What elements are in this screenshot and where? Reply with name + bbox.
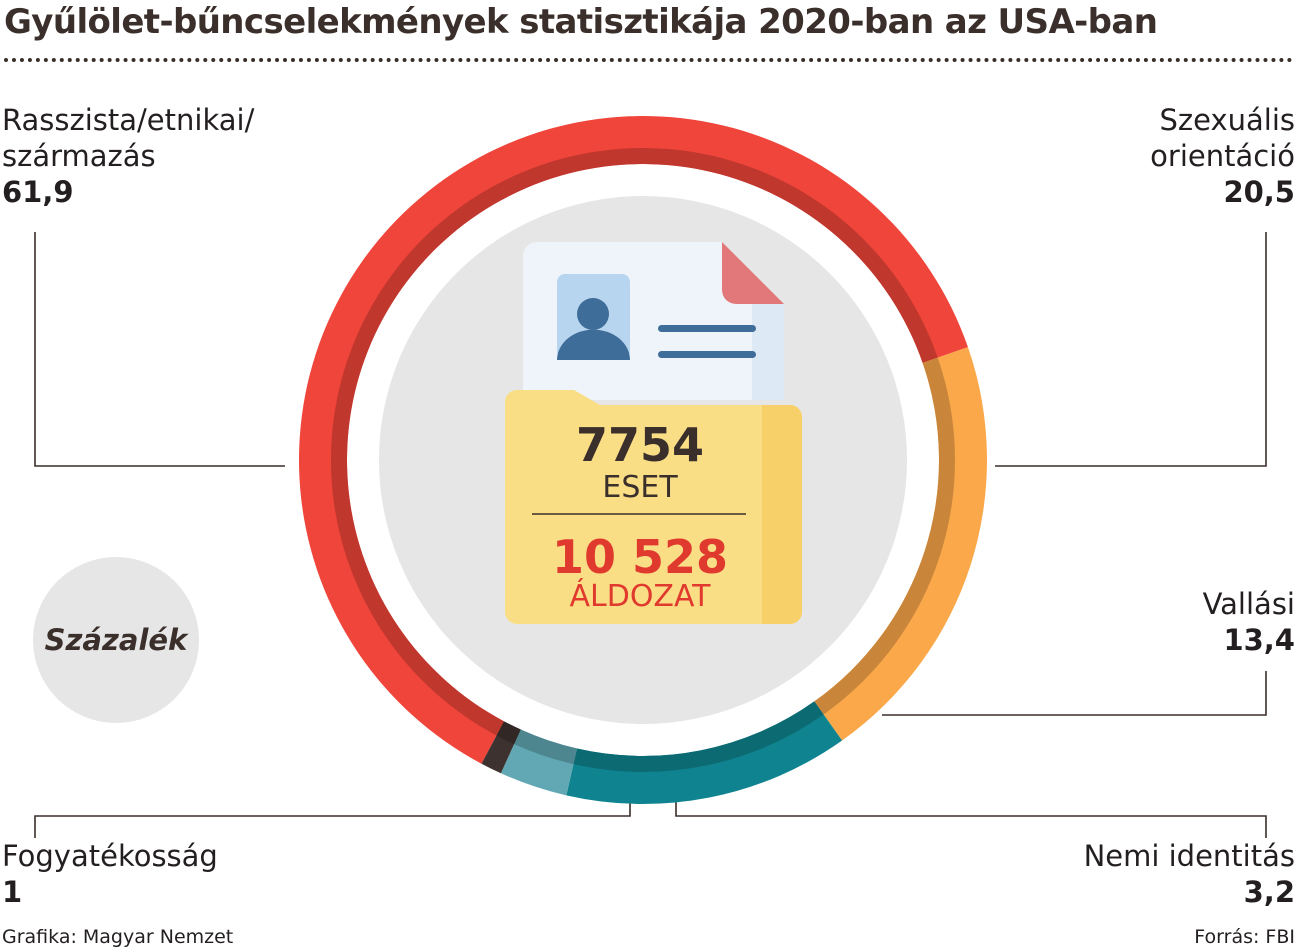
label-text-1-0: Szexuális bbox=[1159, 103, 1296, 137]
cases-value: 7754 bbox=[575, 418, 705, 472]
slice-shade-4 bbox=[496, 721, 521, 745]
document-folder-icon bbox=[505, 242, 802, 624]
slice-shade-1 bbox=[814, 357, 955, 715]
cases-label: ESET bbox=[602, 470, 678, 505]
leader-line-3 bbox=[675, 798, 1267, 838]
slice-shade-3 bbox=[514, 729, 578, 765]
label-text-3-0: Nemi identitás bbox=[1083, 839, 1295, 873]
credit-text: Grafika: Magyar Nemzet bbox=[2, 926, 234, 948]
leader-line-1 bbox=[995, 232, 1267, 467]
label-text-4-0: Fogyatékosság bbox=[2, 839, 218, 873]
victims-value: 10 528 bbox=[551, 530, 729, 584]
label-value-1: 20,5 bbox=[1223, 175, 1295, 209]
leader-line-2 bbox=[882, 671, 1267, 716]
leader-lines bbox=[34, 232, 1267, 838]
label-nemi-identitás: Nemi identitás 3,2 bbox=[1084, 838, 1295, 910]
label-value-2: 13,4 bbox=[1223, 623, 1295, 657]
label-szexuális-orientáció: Szexuális orientáció 20,5 bbox=[1150, 102, 1295, 210]
label-text-1-1: orientáció bbox=[1150, 139, 1295, 173]
title-divider bbox=[4, 58, 1293, 62]
label-text-0-1: származás bbox=[2, 139, 156, 173]
label-text-0-0: Rasszista/etnikai/ bbox=[2, 103, 255, 137]
source-text: Forrás: FBI bbox=[1194, 926, 1295, 948]
label-value-3: 3,2 bbox=[1243, 875, 1295, 909]
leader-line-0 bbox=[34, 232, 285, 467]
label-value-0: 61,9 bbox=[2, 175, 74, 209]
label-fogyatékosság: Fogyatékosság 1 bbox=[2, 838, 218, 910]
donut-ring bbox=[298, 115, 987, 805]
slice-shade-2 bbox=[573, 701, 824, 772]
leader-line-4 bbox=[34, 798, 631, 838]
unit-badge: Százalék bbox=[33, 557, 199, 723]
chart-title: Gyűlölet-bűncselekmények statisztikája 2… bbox=[4, 2, 1158, 42]
label-rasszista-etnikai-származás: Rasszista/etnikai/származás 61,9 bbox=[2, 102, 254, 210]
victims-label: ÁLDOZAT bbox=[569, 579, 711, 614]
label-vallási: Vallási 13,4 bbox=[1203, 586, 1295, 658]
label-text-2-0: Vallási bbox=[1202, 587, 1295, 621]
label-value-4: 1 bbox=[2, 875, 23, 909]
